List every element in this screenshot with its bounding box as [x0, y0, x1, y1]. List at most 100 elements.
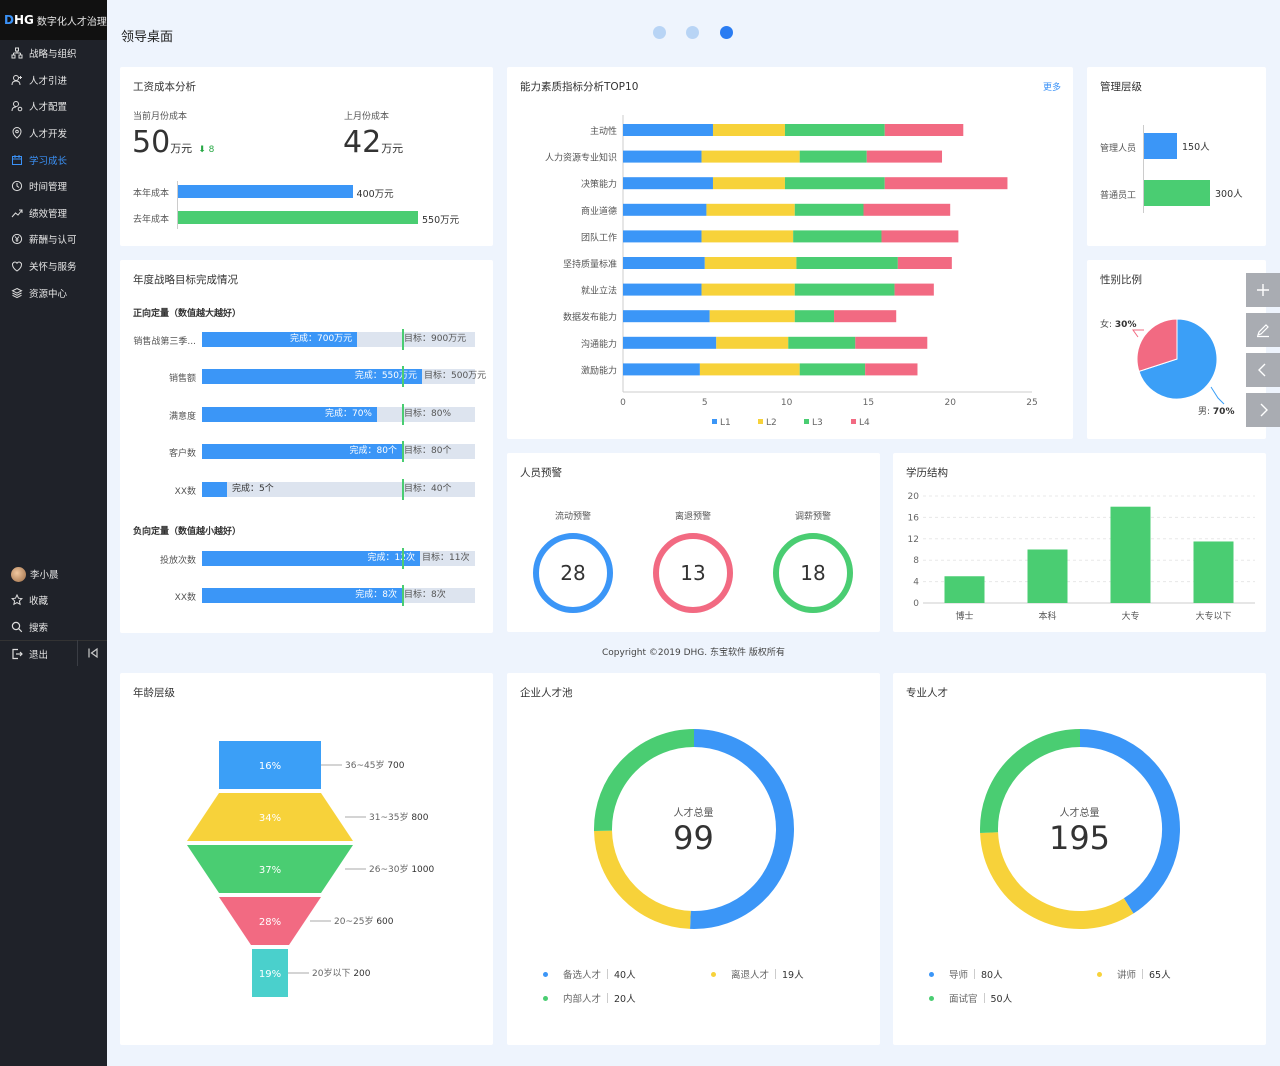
female-label: 女: 30% — [1100, 317, 1136, 330]
management-bar — [1144, 133, 1177, 159]
legend-swatch — [758, 419, 763, 424]
bar-l1 — [623, 310, 710, 323]
legend-label[interactable]: L3 — [812, 418, 823, 428]
pro-center-label: 人才总量 — [1059, 808, 1100, 819]
funnel-layer — [219, 897, 321, 945]
goal-label: 满意度 — [168, 411, 196, 422]
funnel-percent: 16% — [259, 761, 281, 772]
professional-talent-card: 专业人才 人才总量 195 导师 80人 讲师 65人 面试官 50人 — [893, 673, 1266, 1045]
logout-button[interactable]: 退出 — [0, 640, 107, 666]
bar-l2 — [712, 177, 785, 190]
legend-item[interactable]: 备选人才 40人 — [543, 967, 636, 981]
legend-dot — [711, 971, 716, 977]
goal-fill: 完成：70% — [202, 406, 377, 422]
legend-label[interactable]: L1 — [720, 418, 731, 428]
search-button[interactable]: 搜索 — [0, 614, 107, 640]
bar-l3 — [796, 257, 898, 269]
legend-dot — [543, 971, 548, 977]
add-button[interactable] — [1246, 273, 1280, 307]
goal-track: 完成：700万元 目标：900万元 — [202, 329, 475, 350]
bar-l3 — [793, 230, 882, 243]
carousel-dot-2[interactable] — [686, 26, 699, 39]
goal-target-marker — [402, 329, 404, 350]
funnel-range-label: 20~25岁 600 — [334, 915, 394, 927]
bar-l1 — [623, 363, 700, 376]
bar-l3 — [794, 283, 895, 296]
male-label: 男: 70% — [1198, 404, 1234, 417]
legend-swatch — [804, 419, 809, 424]
edit-button[interactable] — [1246, 313, 1280, 347]
sidebar-item-5[interactable]: 时间管理 — [0, 173, 107, 200]
legend-label: 面试官 — [949, 994, 978, 1005]
card-title: 年度战略目标完成情况 — [133, 274, 238, 286]
logout-icon — [12, 648, 23, 659]
sidebar-item-2[interactable]: 人才配置 — [0, 93, 107, 120]
funnel-percent: 19% — [259, 969, 281, 980]
legend-dot — [929, 971, 934, 977]
sidebar-item-9[interactable]: 资源中心 — [0, 279, 107, 306]
x-tick-label: 15 — [863, 398, 874, 408]
bar-l1 — [623, 150, 702, 163]
sidebar-item-4[interactable]: 学习成长 — [0, 146, 107, 173]
carousel-dot-3[interactable] — [720, 26, 733, 39]
donut-segment — [980, 729, 1081, 834]
warning-ring[interactable]: 13 — [653, 533, 733, 613]
search-icon — [11, 621, 23, 633]
prev-button[interactable] — [1246, 353, 1280, 387]
legend-value: 40人 — [614, 970, 636, 981]
warning-ring[interactable]: 18 — [773, 533, 853, 613]
legend-label[interactable]: L2 — [766, 418, 777, 428]
goal-target-text: 目标：80个 — [404, 446, 452, 457]
current-cost-unit: 万元 — [170, 142, 193, 155]
talent-pool-card: 企业人才池 人才总量 99 备选人才 40人 离退人才 19人 内部人才 20人 — [507, 673, 880, 1045]
donut-segment — [594, 729, 695, 831]
user-profile[interactable]: 李小晨 — [0, 561, 107, 587]
sidebar-item-0[interactable]: 战略与组织 — [0, 40, 107, 67]
sidebar-item-label: 人才引进 — [29, 75, 68, 87]
more-link[interactable]: 更多 — [1042, 83, 1061, 93]
goal-target-text: 目标：11次 — [422, 553, 470, 563]
sidebar-item-6[interactable]: 绩效管理 — [0, 200, 107, 227]
legend-value: 80人 — [981, 970, 1003, 981]
age-level-card: 年龄层级 16% 36~45岁 700 34% 31~35岁 800 37% 26~30岁… — [120, 673, 493, 1045]
category-label: 主动性 — [590, 125, 617, 137]
bar-l2 — [701, 150, 800, 163]
warning-ring[interactable]: 28 — [533, 533, 613, 613]
bar-l2 — [709, 310, 795, 323]
sidebar-item-3[interactable]: 人才开发 — [0, 120, 107, 147]
collapse-sidebar-button[interactable] — [77, 640, 107, 666]
legend-item[interactable]: 离退人才 19人 — [711, 967, 804, 981]
sidebar-item-label: 人才开发 — [29, 129, 68, 141]
bar-l4 — [881, 230, 959, 243]
goal-target-text: 目标：80% — [404, 408, 452, 419]
goal-label: 投放次数 — [159, 556, 196, 566]
legend-item[interactable]: 导师 80人 — [929, 967, 1003, 981]
legend-item[interactable]: 讲师 65人 — [1097, 967, 1171, 981]
bar-l1 — [623, 203, 707, 216]
legend-label: 导师 — [949, 970, 969, 981]
current-cost-value: 50万元 ⬇︎ 8 — [132, 125, 214, 160]
sidebar-nav: 战略与组织人才引进人才配置人才开发学习成长 时间管理 绩效管理 薪酬与认可 关怀与服务资… — [0, 40, 107, 306]
app-logo[interactable]: D HG 数字化人才治理 — [0, 0, 107, 40]
next-button[interactable] — [1246, 393, 1280, 427]
sidebar-item-8[interactable]: 关怀与服务 — [0, 253, 107, 280]
legend-separator — [607, 993, 609, 1003]
sidebar-item-7[interactable]: 薪酬与认可 — [0, 226, 107, 253]
sidebar-item-label: 战略与组织 — [29, 49, 77, 61]
legend-label[interactable]: L4 — [859, 418, 870, 428]
bar-l4 — [863, 203, 951, 216]
carousel-dot-1[interactable] — [653, 26, 666, 39]
category-label: 沟通能力 — [581, 338, 617, 350]
sidebar-item-1[interactable]: 人才引进 — [0, 67, 107, 94]
last-cost-value: 42万元 — [343, 125, 403, 160]
favorites-button[interactable]: 收藏 — [0, 587, 107, 613]
management-label: 普通员工 — [1100, 191, 1137, 201]
warning-label: 离退预警 — [674, 512, 711, 522]
ability-stacked-bar-chart: 0 5 10 15 20 25 主动性人力资源专业知识决策能力商业道德团队工作坚持质量标准就… — [545, 115, 1038, 428]
bar-l1 — [623, 124, 713, 136]
app-name: 数字化人才治理 — [36, 16, 107, 28]
bar-l4 — [884, 177, 1008, 190]
legend-item[interactable]: 面试官 50人 — [929, 991, 1012, 1005]
bar-l4 — [894, 283, 934, 296]
legend-item[interactable]: 内部人才 20人 — [543, 991, 636, 1005]
